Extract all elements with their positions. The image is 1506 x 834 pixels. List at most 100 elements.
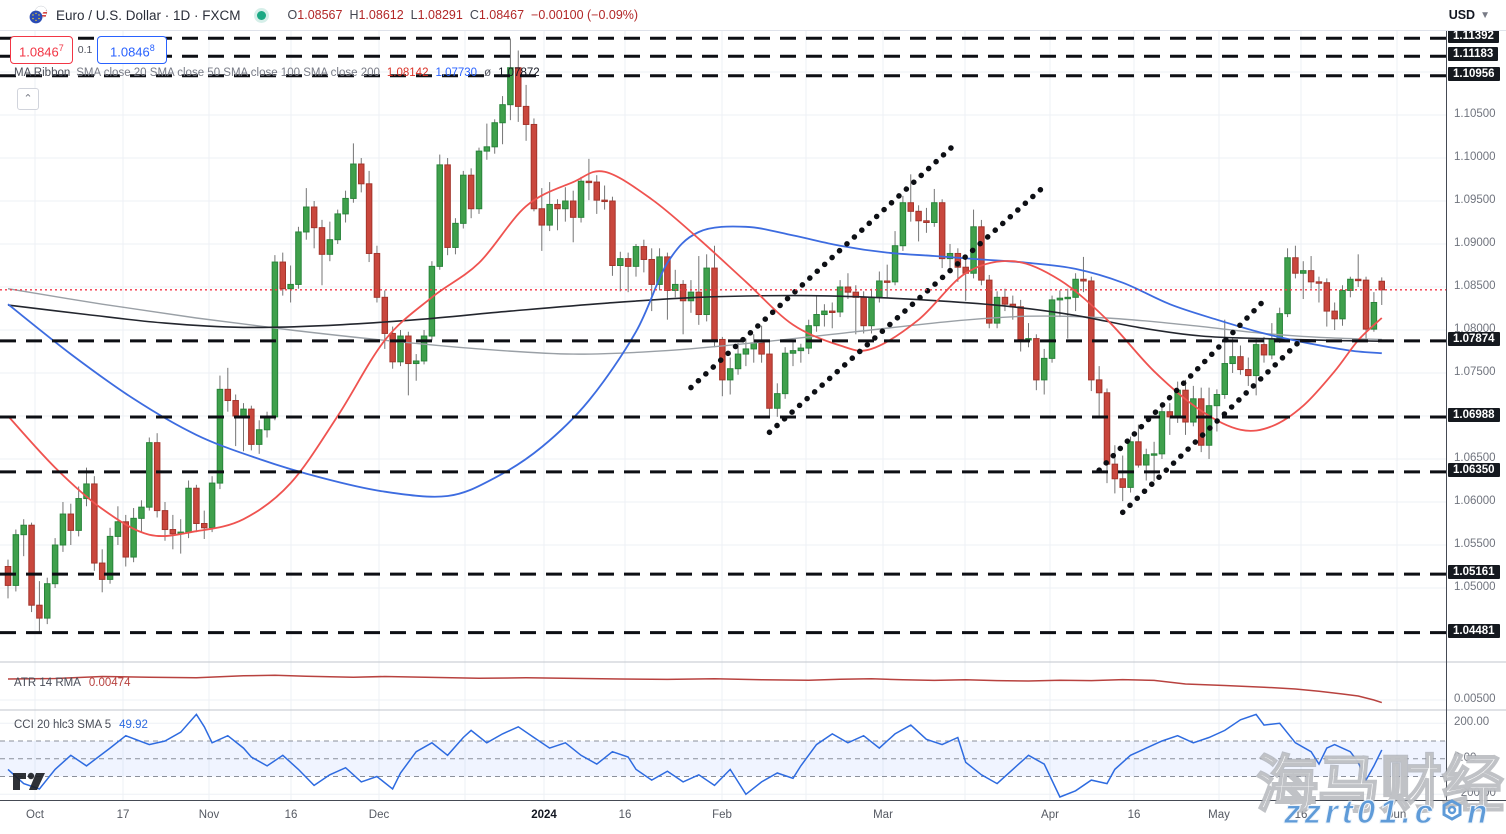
candle-down: [467, 174, 475, 210]
spread-value: 0.1: [72, 42, 98, 59]
market-status-dot: [256, 10, 266, 20]
candle-down: [601, 199, 608, 203]
close-label: C: [469, 8, 479, 22]
candle-up: [216, 388, 224, 484]
candle-up: [397, 335, 404, 363]
atr-legend[interactable]: ATR 14 RMA 0.00474: [14, 677, 130, 689]
ask-price-sup: 8: [149, 43, 155, 53]
candle-up: [1150, 453, 1158, 456]
candle-up: [420, 335, 428, 362]
candle-up: [891, 245, 899, 283]
candle-up: [617, 258, 624, 266]
ma-value: ø: [484, 67, 492, 79]
candle-down: [695, 291, 703, 316]
sell-button[interactable]: 1.08467: [10, 36, 73, 65]
candle-down: [201, 523, 208, 529]
candle-up: [821, 310, 828, 316]
candle-up: [1056, 297, 1064, 301]
candle-down: [1103, 392, 1111, 465]
candle-down: [373, 252, 381, 298]
boxed-price-label: 1.06350: [1448, 462, 1500, 477]
candle-down: [515, 67, 522, 107]
candle-up: [1268, 338, 1276, 356]
candle-up: [263, 416, 271, 431]
candle-up: [491, 122, 498, 148]
candle-down: [569, 200, 577, 218]
eurusd-flag-icon: [29, 5, 48, 24]
candle-down: [358, 163, 365, 185]
candle-down: [860, 296, 867, 327]
candle-up: [350, 163, 357, 199]
cci-legend[interactable]: CCI 20 hlc3 SMA 5 49.92: [14, 719, 148, 731]
candle-up: [687, 291, 695, 302]
currency-dropdown[interactable]: USD ▼: [1443, 7, 1496, 23]
candle-up: [562, 200, 569, 210]
candle-up: [899, 202, 907, 247]
candle-up: [1229, 356, 1236, 365]
bid-price: 1.0846: [19, 44, 59, 60]
ma-ribbon-legend[interactable]: MA Ribbon SMA close 20 SMA close 50 SMA c…: [14, 67, 540, 79]
candle-down: [1245, 369, 1252, 377]
candle-down: [1331, 310, 1338, 320]
candle-up: [20, 524, 27, 536]
candle-up: [106, 535, 114, 580]
time-axis[interactable]: Oct 17 Nov 16 Dec 2024 16 Feb Mar Apr 16 May 16 Jun: [0, 800, 1506, 834]
candle-down: [1001, 296, 1009, 305]
candle-down: [679, 283, 687, 302]
candle-up: [334, 213, 341, 241]
candle-up: [44, 583, 51, 619]
candle-down: [1362, 279, 1370, 330]
candle-down: [829, 310, 836, 313]
symbol-title[interactable]: Euro / U.S. Dollar · 1D · FXCM: [56, 7, 241, 23]
time-tick-label: Mar: [873, 809, 893, 821]
candle-down: [640, 246, 648, 260]
boxed-price-label: 1.06988: [1448, 408, 1500, 423]
candle-down: [1033, 338, 1040, 381]
candle-down: [915, 210, 922, 222]
trendline: [766, 183, 1047, 436]
price-label: 1.10500: [1454, 108, 1496, 120]
candle-up: [868, 296, 875, 327]
candle-down: [1378, 280, 1385, 291]
candle-down: [1315, 281, 1323, 284]
candle-up: [412, 360, 420, 365]
collapse-pane-button[interactable]: ⌃: [17, 88, 39, 110]
candle-up: [1213, 394, 1221, 407]
candle-down: [67, 513, 75, 531]
cci-title: CCI 20 hlc3 SMA 5: [14, 719, 112, 731]
boxed-price-label: 1.04481: [1448, 623, 1500, 638]
candle-down: [224, 388, 232, 402]
candle-up: [342, 197, 349, 215]
candle-up: [475, 150, 483, 210]
low-label: L: [410, 8, 418, 22]
candle-down: [664, 256, 671, 291]
candle-up: [774, 393, 781, 409]
candle-up: [1190, 398, 1197, 423]
ma-ribbon-title: MA Ribbon: [14, 67, 71, 79]
candle-up: [789, 350, 797, 354]
candle-up: [750, 342, 757, 350]
candle-down: [907, 202, 914, 212]
candle-down: [585, 180, 593, 184]
candle-down: [1017, 306, 1024, 340]
candle-up: [138, 506, 145, 519]
cci-axis-label: 0.00: [1454, 751, 1477, 764]
trendline: [1096, 293, 1271, 473]
cci-value: 49.92: [119, 719, 148, 731]
candle-down: [711, 267, 718, 340]
candle-down: [609, 200, 616, 266]
candle-up: [1284, 257, 1291, 315]
candle-up: [1048, 299, 1056, 359]
candle-down: [444, 164, 451, 248]
price-axis[interactable]: 1.10500 1.10000 1.09500 1.09000 1.08500 1.080…: [1446, 29, 1506, 800]
ma-value: 1.08142: [386, 67, 429, 79]
candle-down: [593, 181, 600, 201]
candle-up: [507, 67, 514, 106]
ask-price: 1.0846: [110, 44, 150, 60]
buy-button[interactable]: 1.08468: [97, 36, 168, 65]
candle-up: [1064, 296, 1071, 300]
candle-down: [1292, 257, 1299, 274]
candle-down: [883, 280, 891, 283]
candle-down: [766, 353, 773, 409]
